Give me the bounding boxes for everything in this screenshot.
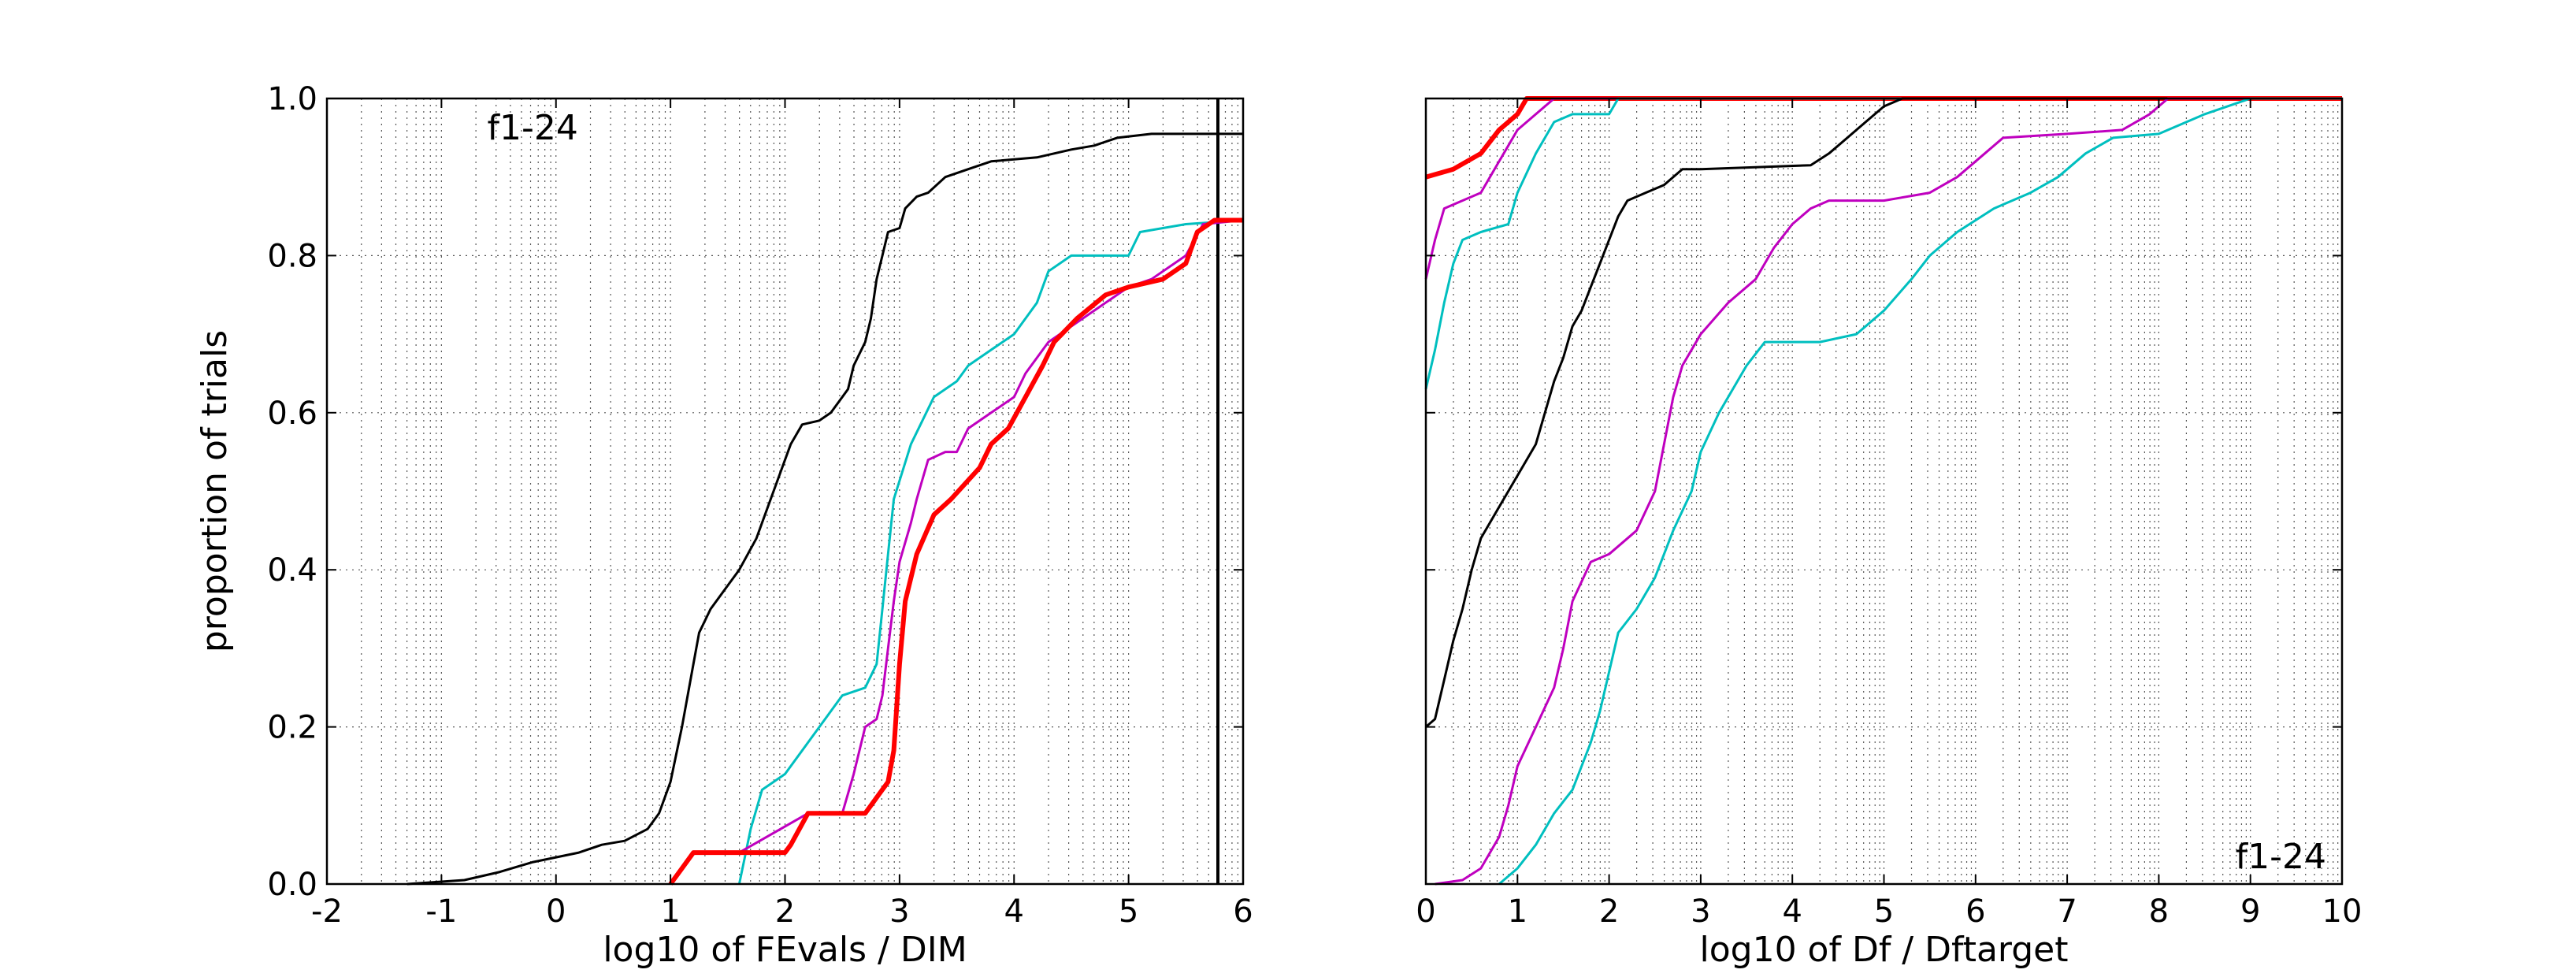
x-tick-label: 5 (1874, 893, 1894, 930)
x-tick-label: 4 (1782, 893, 1802, 930)
series-line-2 (737, 219, 1244, 885)
function-group-label: f1-24 (2236, 837, 2326, 877)
chart-panel-1: -2 -1 0 1 2 3 4 5 6 0.0 0.2 0.4 0.6 0.8 1.0 log10 of FE… (195, 81, 1253, 970)
series-line-3 (1424, 97, 2342, 390)
x-tick-label: -2 (311, 893, 343, 930)
chart-panel-2: 0 1 2 3 4 5 6 7 8 9 10 log10 of Df / Dftarget f1-24 (1416, 96, 2363, 970)
series-line-2 (1424, 97, 2342, 280)
x-tick-label: 5 (1119, 893, 1138, 930)
x-tick-label: 2 (1599, 893, 1619, 930)
grid (1426, 98, 2342, 884)
plot-area (327, 98, 1243, 884)
x-tick-label: 10 (2322, 893, 2363, 930)
x-tick-label: 1 (660, 893, 680, 930)
y-tick-label: 1.0 (267, 81, 317, 117)
series-line-4 (668, 217, 1243, 886)
x-tick-label: 0 (1416, 893, 1435, 930)
x-axis-label: log10 of FEvals / DIM (603, 930, 967, 970)
x-tick-label: 1 (1508, 893, 1527, 930)
x-tick-label: 6 (1233, 893, 1253, 930)
series-line-6 (1498, 97, 2342, 886)
x-tick-label: 6 (1965, 893, 1985, 930)
function-group-label: f1-24 (488, 108, 578, 148)
y-tick-label: 0.8 (267, 238, 317, 274)
x-tick-label: 4 (1004, 893, 1024, 930)
series-line-3 (738, 219, 1244, 854)
y-axis-label: proportion of trials (195, 330, 235, 652)
x-tick-label: 8 (2149, 893, 2169, 930)
x-tick-label: 3 (889, 893, 909, 930)
y-tick-label: 0.6 (267, 396, 317, 432)
x-tick-label: 7 (2057, 893, 2077, 930)
x-tick-label: 2 (775, 893, 795, 930)
y-tick-label: 0.4 (267, 552, 317, 589)
series-line-1 (406, 132, 1243, 886)
series-line-4 (1425, 97, 2342, 728)
x-tick-label: -1 (425, 893, 457, 930)
x-axis-label: log10 of Df / Dftarget (1700, 930, 2069, 970)
series-line-5 (1435, 97, 2342, 886)
y-tick-label: 0.2 (267, 710, 317, 746)
y-tick-label: 0.0 (267, 867, 317, 903)
x-tick-label: 3 (1691, 893, 1710, 930)
plot-area (1426, 98, 2342, 884)
x-tick-label: 0 (546, 893, 566, 930)
x-tick-label: 9 (2240, 893, 2260, 930)
